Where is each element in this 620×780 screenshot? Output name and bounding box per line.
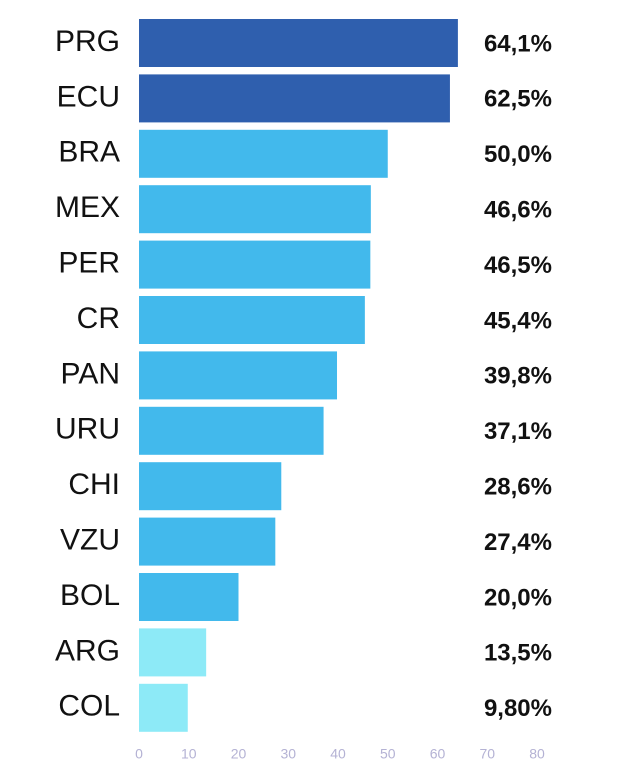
category-label: ECU (57, 80, 120, 113)
bar (139, 628, 207, 677)
bar (139, 185, 371, 234)
value-label: 9,80% (484, 695, 552, 722)
value-label: 39,8% (484, 363, 552, 390)
category-label: PRG (55, 25, 120, 58)
value-label: 62,5% (484, 86, 552, 113)
category-label: ARG (55, 634, 120, 667)
x-tick-label: 80 (529, 746, 545, 762)
bar (139, 19, 458, 67)
bar (139, 296, 365, 344)
value-label: 37,1% (484, 418, 552, 445)
x-tick-label: 40 (330, 746, 346, 762)
category-label: CR (77, 302, 120, 335)
value-label: 64,1% (484, 30, 552, 57)
x-tick-label: 0 (135, 746, 143, 762)
category-label: COL (58, 690, 120, 723)
category-label: PER (58, 247, 120, 280)
x-tick-label: 10 (181, 746, 197, 762)
value-label: 45,4% (484, 307, 552, 334)
value-label: 46,5% (484, 252, 552, 279)
x-tick-label: 70 (479, 746, 495, 762)
bar (139, 462, 282, 511)
value-label: 13,5% (484, 640, 552, 667)
bar (139, 240, 371, 289)
value-label: 46,6% (484, 197, 552, 224)
category-label: BOL (60, 579, 120, 612)
bar (139, 517, 276, 566)
category-label: URU (55, 413, 120, 446)
value-label: 28,6% (484, 474, 552, 501)
category-label: MEX (55, 191, 120, 224)
x-tick-label: 20 (231, 746, 247, 762)
category-label: CHI (68, 468, 120, 501)
category-label: VZU (60, 524, 120, 557)
category-label: PAN (61, 357, 120, 390)
bar (139, 683, 188, 732)
category-label: BRA (58, 136, 120, 169)
x-tick-label: 60 (430, 746, 446, 762)
bar (139, 406, 324, 455)
bar (139, 74, 450, 123)
bar (139, 573, 239, 621)
value-label: 50,0% (484, 141, 552, 168)
value-label: 20,0% (484, 584, 552, 611)
x-tick-label: 30 (280, 746, 296, 762)
bar (139, 129, 388, 178)
x-tick-label: 50 (380, 746, 396, 762)
value-label: 27,4% (484, 529, 552, 556)
bar (139, 351, 338, 400)
